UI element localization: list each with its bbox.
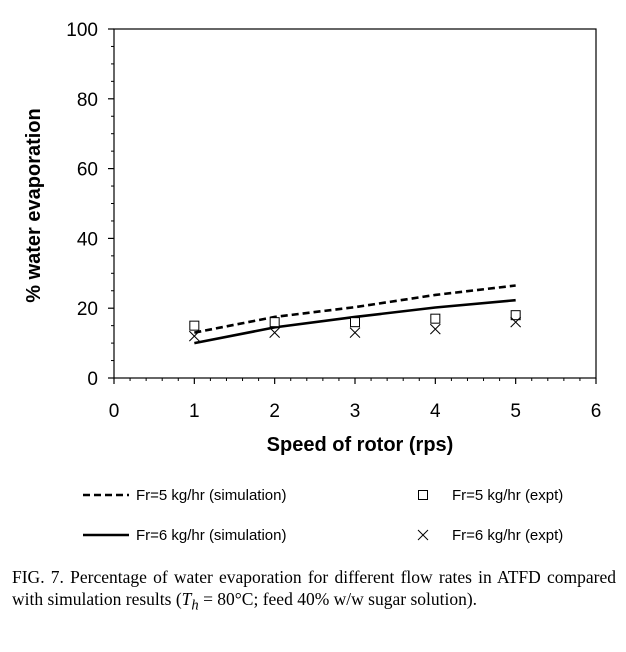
y-tick-label: 100	[66, 20, 98, 41]
series-line-2	[194, 298, 516, 345]
data-point-series-3	[430, 313, 441, 324]
y-tick-label: 0	[87, 369, 98, 390]
x-tick-label: 1	[189, 401, 200, 422]
data-point-series-3	[189, 320, 200, 331]
data-point-series-3	[510, 310, 521, 321]
data-point-series-3	[350, 317, 360, 328]
chart: 0 20 40 60 80 100 0 1 2 3 4 5 6 Speed of rotor (rps)%…	[23, 20, 601, 544]
data-point-series-4	[188, 330, 200, 342]
legend-item-1: Fr=5 kg/hr (simulation)	[83, 487, 286, 504]
legend-marker-3	[418, 490, 428, 500]
data-point-series-4	[349, 327, 361, 338]
legend-label-4: Fr=6 kg/hr (expt)	[452, 527, 563, 544]
x-tick-label: 3	[350, 401, 361, 422]
x-tick-label: 6	[591, 401, 602, 422]
y-axis-title: % water evaporation	[23, 108, 45, 303]
x-tick-label: 5	[510, 401, 521, 422]
x-tick-label: 4	[430, 401, 441, 422]
legend-label-2: Fr=6 kg/hr (simulation)	[136, 527, 286, 544]
legend-item-4: Fr=6 kg/hr (expt)	[417, 527, 563, 544]
x-axis-title: Speed of rotor (rps)	[267, 434, 454, 456]
legend-item-2: Fr=6 kg/hr (simulation)	[83, 527, 286, 544]
caption-variable: T	[181, 589, 192, 609]
x-tick-label: 0	[109, 401, 120, 422]
y-tick-label: 60	[77, 160, 98, 181]
legend-label-1: Fr=5 kg/hr (simulation)	[136, 487, 286, 504]
series-line-1	[194, 284, 516, 334]
caption-text: FIG. 7. Percentage of water evaporation …	[12, 567, 616, 609]
caption-variable-subscript: h	[191, 597, 199, 614]
figure-caption: FIG. 7. Percentage of water evaporation …	[12, 566, 616, 617]
legend-item-3: Fr=5 kg/hr (expt)	[418, 487, 563, 504]
legend-marker-4	[417, 529, 429, 541]
data-point-series-4	[510, 316, 522, 328]
y-tick-label: 40	[77, 229, 98, 250]
caption-text-after: = 80°C; feed 40% w/w sugar solution).	[198, 589, 478, 609]
data-point-series-4	[269, 327, 281, 338]
legend-label-3: Fr=5 kg/hr (expt)	[452, 487, 563, 504]
x-tick-label: 2	[269, 401, 280, 422]
data-point-series-4	[429, 323, 441, 335]
y-tick-label: 80	[77, 90, 98, 111]
legend: Fr=5 kg/hr (simulation) Fr=6 kg/hr (simul…	[83, 487, 563, 544]
data-point-series-3	[269, 317, 280, 328]
y-tick-label: 20	[77, 299, 98, 320]
plot-area: 0 20 40 60 80 100 0 1 2 3 4 5 6 Speed of rotor (rps)%…	[23, 20, 601, 456]
